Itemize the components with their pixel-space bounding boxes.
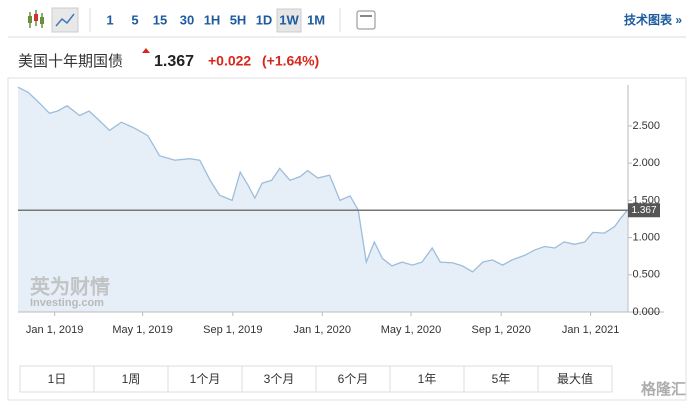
watermark: 英为财情	[30, 274, 110, 298]
interval-active-bg	[276, 8, 302, 33]
range-button[interactable]	[463, 365, 539, 393]
last-price-label: 1.367	[631, 205, 656, 216]
line-icon-box[interactable]	[51, 7, 79, 33]
x-tick-label: Sep 1, 2020	[471, 324, 530, 336]
range-label[interactable]: 1周	[122, 372, 141, 386]
range-button[interactable]	[389, 365, 465, 393]
change: +0.022	[208, 53, 251, 69]
interval-button[interactable]: 1D	[256, 12, 273, 27]
price: 1.367	[154, 53, 194, 70]
interval-button[interactable]: 5H	[230, 12, 247, 27]
x-tick-label: Jan 1, 2020	[294, 324, 352, 336]
range-button[interactable]	[241, 365, 317, 393]
x-tick-label: May 1, 2019	[112, 324, 173, 336]
range-button[interactable]	[315, 365, 391, 393]
x-tick-label: Sep 1, 2019	[203, 324, 262, 336]
up-arrow	[142, 48, 150, 53]
range-label[interactable]: 5年	[492, 372, 511, 386]
range-label[interactable]: 1个月	[190, 372, 221, 386]
range-label[interactable]: 3个月	[264, 372, 295, 386]
y-tick-label: 2.500	[632, 120, 660, 132]
interval-button[interactable]: 15	[153, 12, 167, 27]
range-button[interactable]	[537, 365, 613, 393]
range-label[interactable]: 6个月	[338, 372, 369, 386]
line-icon	[55, 13, 75, 27]
range-label[interactable]: 1日	[48, 372, 67, 386]
chart-frame	[7, 77, 687, 401]
area-fill	[18, 87, 628, 312]
interval-button[interactable]: 1	[106, 12, 113, 27]
price-line	[17, 86, 628, 273]
candle-icon[interactable]	[28, 10, 44, 28]
corner-watermark: 格隆汇	[641, 380, 686, 398]
x-tick-label: May 1, 2020	[381, 324, 442, 336]
x-tick-label: Jan 1, 2021	[562, 324, 620, 336]
y-tick-label: 0.500	[632, 269, 660, 281]
change-pct: (+1.64%)	[262, 53, 319, 69]
y-tick-label: 2.000	[632, 157, 660, 169]
interval-button[interactable]: 5	[131, 12, 138, 27]
interval-button[interactable]: 30	[180, 12, 194, 27]
range-label[interactable]: 1年	[418, 372, 437, 386]
last-price-box	[628, 203, 660, 218]
tech-chart-link[interactable]: 技术图表 »	[624, 12, 682, 27]
y-tick-label: 1.000	[632, 231, 660, 243]
interval-button[interactable]: 1W	[279, 12, 299, 27]
interval-button[interactable]: 1H	[204, 12, 221, 27]
settings-icon[interactable]	[356, 10, 376, 30]
instrument-name: 美国十年期国债	[18, 53, 123, 70]
range-button[interactable]	[93, 365, 169, 393]
watermark-sub: Investing.com	[30, 297, 104, 309]
x-tick-label: Jan 1, 2019	[26, 324, 84, 336]
range-label[interactable]: 最大值	[557, 371, 593, 386]
y-tick-label: 0.000	[632, 306, 660, 318]
interval-button[interactable]: 1M	[307, 12, 325, 27]
